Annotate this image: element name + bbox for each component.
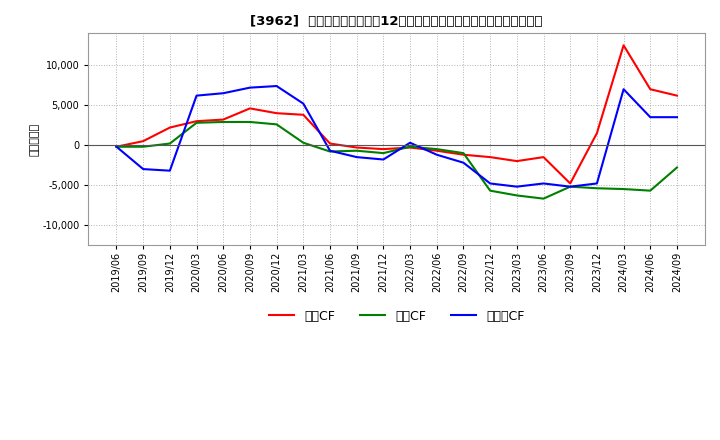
営業CF bbox=[112, 144, 121, 149]
営業CF bbox=[539, 154, 548, 160]
投資CF bbox=[352, 148, 361, 154]
投資CF bbox=[192, 120, 201, 125]
フリーCF bbox=[619, 87, 628, 92]
営業CF bbox=[513, 158, 521, 164]
営業CF bbox=[459, 152, 468, 158]
投資CF bbox=[486, 188, 495, 193]
投資CF bbox=[566, 184, 575, 189]
投資CF bbox=[272, 122, 281, 127]
営業CF bbox=[192, 118, 201, 124]
フリーCF bbox=[486, 181, 495, 186]
投資CF bbox=[539, 196, 548, 201]
営業CF bbox=[646, 87, 654, 92]
Line: フリーCF: フリーCF bbox=[117, 86, 677, 187]
投資CF bbox=[246, 119, 254, 125]
営業CF bbox=[566, 181, 575, 186]
投資CF bbox=[379, 150, 387, 156]
投資CF bbox=[299, 140, 307, 145]
投資CF bbox=[459, 150, 468, 156]
営業CF bbox=[299, 112, 307, 117]
フリーCF bbox=[379, 157, 387, 162]
フリーCF bbox=[459, 160, 468, 165]
営業CF bbox=[166, 125, 174, 130]
フリーCF bbox=[272, 84, 281, 89]
フリーCF bbox=[192, 93, 201, 98]
フリーCF bbox=[566, 184, 575, 189]
営業CF bbox=[379, 147, 387, 152]
投資CF bbox=[112, 144, 121, 149]
フリーCF bbox=[352, 154, 361, 160]
投資CF bbox=[166, 141, 174, 146]
フリーCF bbox=[539, 181, 548, 186]
営業CF bbox=[272, 110, 281, 116]
Y-axis label: （百万円）: （百万円） bbox=[30, 123, 40, 156]
フリーCF bbox=[219, 91, 228, 96]
営業CF bbox=[619, 43, 628, 48]
営業CF bbox=[406, 145, 415, 150]
投資CF bbox=[513, 193, 521, 198]
フリーCF bbox=[672, 114, 681, 120]
営業CF bbox=[486, 154, 495, 160]
フリーCF bbox=[646, 114, 654, 120]
フリーCF bbox=[139, 166, 148, 172]
投資CF bbox=[325, 149, 334, 154]
Line: 投資CF: 投資CF bbox=[117, 122, 677, 198]
フリーCF bbox=[406, 140, 415, 145]
営業CF bbox=[139, 139, 148, 144]
フリーCF bbox=[112, 144, 121, 149]
フリーCF bbox=[246, 85, 254, 90]
投資CF bbox=[646, 188, 654, 193]
営業CF bbox=[593, 131, 601, 136]
営業CF bbox=[433, 148, 441, 154]
投資CF bbox=[433, 147, 441, 152]
営業CF bbox=[352, 145, 361, 150]
フリーCF bbox=[299, 101, 307, 106]
営業CF bbox=[246, 106, 254, 111]
投資CF bbox=[406, 144, 415, 149]
投資CF bbox=[219, 119, 228, 125]
Line: 営業CF: 営業CF bbox=[117, 45, 677, 183]
Legend: 営業CF, 投資CF, フリーCF: 営業CF, 投資CF, フリーCF bbox=[264, 304, 529, 328]
フリーCF bbox=[325, 148, 334, 154]
フリーCF bbox=[166, 168, 174, 173]
フリーCF bbox=[513, 184, 521, 189]
投資CF bbox=[672, 165, 681, 170]
営業CF bbox=[219, 117, 228, 122]
フリーCF bbox=[593, 181, 601, 186]
投資CF bbox=[139, 144, 148, 149]
フリーCF bbox=[433, 152, 441, 158]
投資CF bbox=[593, 186, 601, 191]
投資CF bbox=[619, 187, 628, 192]
Title: [3962]  キャッシュフローの12か月移動合計の対前年同期増減額の推移: [3962] キャッシュフローの12か月移動合計の対前年同期増減額の推移 bbox=[251, 15, 543, 28]
営業CF bbox=[325, 141, 334, 146]
営業CF bbox=[672, 93, 681, 98]
